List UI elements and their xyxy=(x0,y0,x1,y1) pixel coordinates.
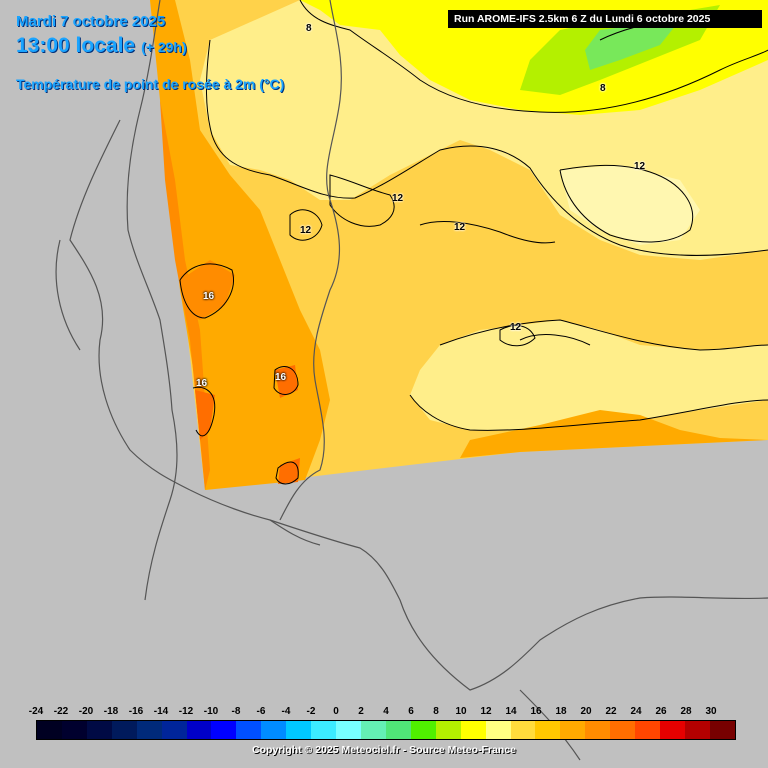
legend-tick-label: -16 xyxy=(128,706,144,717)
legend-tick-label: 10 xyxy=(455,706,467,717)
legend-labels: -24 -22 -20 -18 -16 -14 -12 -10 -8 -6 -4 -2 0 2 4 6 8 10 1… xyxy=(24,706,744,718)
contour-label: 12 xyxy=(300,225,312,236)
legend-color-cell xyxy=(560,721,586,739)
legend-tick-label: 0 xyxy=(333,706,339,717)
forecast-date: Mardi 7 octobre 2025 xyxy=(16,13,166,30)
dewpoint-zone-10b xyxy=(410,320,768,430)
legend-tick-label: 24 xyxy=(630,706,642,717)
legend-color-cell xyxy=(585,721,611,739)
legend-color-cell xyxy=(161,721,187,739)
contour-label: 8 xyxy=(600,83,606,94)
legend-tick-label: -14 xyxy=(153,706,169,717)
legend-color-cell xyxy=(311,721,337,739)
legend-tick-label: 16 xyxy=(530,706,542,717)
legend-color-cell xyxy=(211,721,237,739)
contour-label: 16 xyxy=(275,372,287,383)
legend-color-cell xyxy=(660,721,685,739)
legend-tick-label: -8 xyxy=(231,706,241,717)
legend-color-cell xyxy=(111,721,137,739)
legend-color-cell xyxy=(684,721,710,739)
legend-color-cell xyxy=(336,721,361,739)
legend-color-cell xyxy=(435,721,461,739)
legend-color-cell xyxy=(460,721,486,739)
contour-label: 16 xyxy=(203,291,215,302)
contour-label: 12 xyxy=(392,193,404,204)
legend-tick-label: 26 xyxy=(655,706,667,717)
legend-tick-label: -12 xyxy=(178,706,194,717)
coastline-borders xyxy=(55,0,768,761)
legend-color-cell xyxy=(86,721,112,739)
legend-color-cell xyxy=(261,721,287,739)
legend-color-cell xyxy=(37,721,62,739)
legend-tick-label: -10 xyxy=(203,706,219,717)
legend-tick-label: 4 xyxy=(383,706,389,717)
dewpoint-zone-10-core xyxy=(560,165,700,245)
dewpoint-contours xyxy=(179,0,768,485)
legend-tick-label: 18 xyxy=(555,706,567,717)
legend-color-cell xyxy=(410,721,436,739)
legend-color-cell xyxy=(385,721,411,739)
local-time: 13:00 locale xyxy=(16,34,136,57)
dewpoint-zone-16d xyxy=(275,365,298,398)
legend-color-cell xyxy=(485,721,511,739)
legend-tick-label: 20 xyxy=(580,706,592,717)
legend-color-cell xyxy=(236,721,262,739)
copyright: Copyright © 2025 Meteociel.fr - Source M… xyxy=(252,744,516,756)
legend-color-cell xyxy=(510,721,536,739)
legend-tick-label: 28 xyxy=(680,706,692,717)
contour-label: 8 xyxy=(306,23,312,34)
legend-tick-label: 30 xyxy=(705,706,717,717)
legend-color-cell xyxy=(61,721,87,739)
legend-color-cell xyxy=(186,721,212,739)
legend-tick-label: -6 xyxy=(256,706,266,717)
contour-label: 12 xyxy=(510,322,522,333)
lead-time: (+ 29h) xyxy=(141,39,187,55)
legend-color-scale xyxy=(36,720,736,740)
legend-color-cell xyxy=(635,721,661,739)
legend-tick-label: -20 xyxy=(78,706,94,717)
contour-label: 16 xyxy=(196,378,208,389)
legend-color-cell xyxy=(286,721,312,739)
legend-tick-label: -18 xyxy=(103,706,119,717)
dewpoint-zone-14b xyxy=(460,410,768,458)
legend-tick-label: 6 xyxy=(408,706,414,717)
legend-tick-label: -22 xyxy=(53,706,69,717)
legend-color-cell xyxy=(610,721,636,739)
contour-label: 12 xyxy=(634,161,646,172)
legend-color-cell xyxy=(535,721,561,739)
legend-tick-label: 8 xyxy=(433,706,439,717)
parameter-title: Température de point de rosée à 2m (°C) xyxy=(16,76,285,92)
legend-tick-label: -2 xyxy=(306,706,316,717)
legend-color-cell xyxy=(709,721,735,739)
legend-tick-label: 22 xyxy=(605,706,617,717)
legend-tick-label: 14 xyxy=(505,706,517,717)
contour-label: 12 xyxy=(454,222,466,233)
legend-tick-label: 12 xyxy=(480,706,492,717)
dewpoint-zone-16b xyxy=(180,260,235,320)
legend-color-cell xyxy=(360,721,386,739)
legend-color-cell xyxy=(136,721,162,739)
legend-tick-label: -24 xyxy=(28,706,44,717)
legend-tick-label: -4 xyxy=(281,706,291,717)
forecast-time: 13:00 locale (+ 29h) xyxy=(16,34,187,58)
legend-tick-label: 2 xyxy=(358,706,364,717)
dewpoint-zone-4 xyxy=(585,20,680,70)
run-info: Run AROME-IFS 2.5km 6 Z du Lundi 6 octob… xyxy=(448,10,762,28)
